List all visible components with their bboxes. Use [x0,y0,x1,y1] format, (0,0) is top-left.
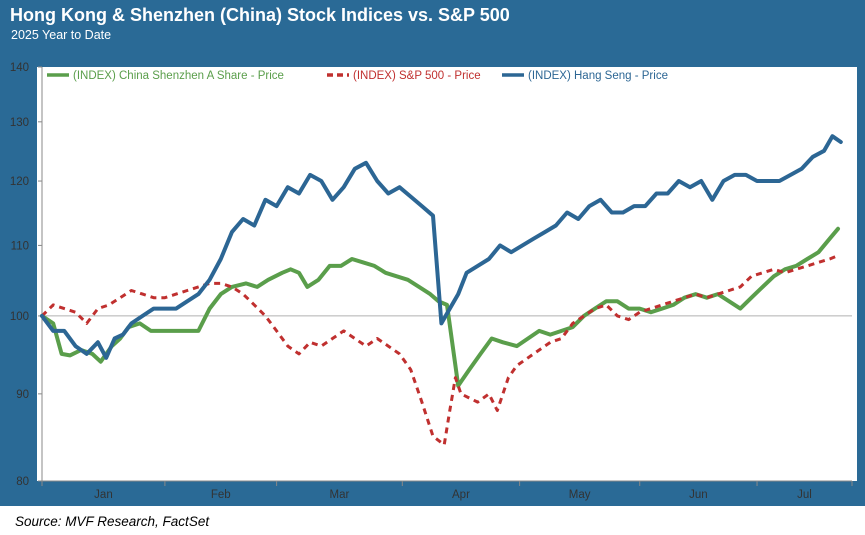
line-chart: 80 90 100 110 120 130 140 Jan Feb Mar Apr May Jun Ju… [10,62,857,501]
axes [41,67,852,482]
y-tick-label: 80 [16,476,29,488]
plot-area [37,67,857,481]
legend-label: (INDEX) S&P 500 - Price [353,70,481,82]
legend: (INDEX) China Shenzhen A Share - Price (I… [47,70,668,82]
y-tick-label: 110 [11,240,29,252]
source-note: Source: MVF Research, FactSet [15,514,210,529]
x-tick-label: Mar [330,489,350,501]
x-tick-label: Jul [797,489,812,501]
x-tick-label: Apr [452,489,470,501]
x-tick-label: Feb [211,489,231,501]
y-tick-label: 90 [16,389,29,401]
series-layer [40,134,843,447]
chart-subtitle: 2025 Year to Date [11,28,112,42]
x-tick-label: Jan [94,489,113,501]
y-tick-label: 130 [10,117,29,129]
x-tick-label: Jun [689,489,708,501]
x-axis-ticks: Jan Feb Mar Apr May Jun Jul [41,481,853,501]
y-tick-label: 100 [10,311,29,323]
legend-label: (INDEX) Hang Seng - Price [528,70,668,82]
series-line-index-s-p-500-price [40,254,839,447]
x-tick-label: May [569,489,591,501]
chart-title: Hong Kong & Shenzhen (China) Stock Indic… [10,5,510,25]
y-tick-label: 120 [10,176,29,188]
series-line-index-hang-seng-price [40,134,843,360]
y-tick-label: 140 [10,62,29,74]
y-axis-ticks: 80 90 100 110 120 130 140 [10,62,42,488]
legend-label: (INDEX) China Shenzhen A Share - Price [73,70,284,82]
series-line-index-china-shenzhen-a-share-price [40,226,840,388]
